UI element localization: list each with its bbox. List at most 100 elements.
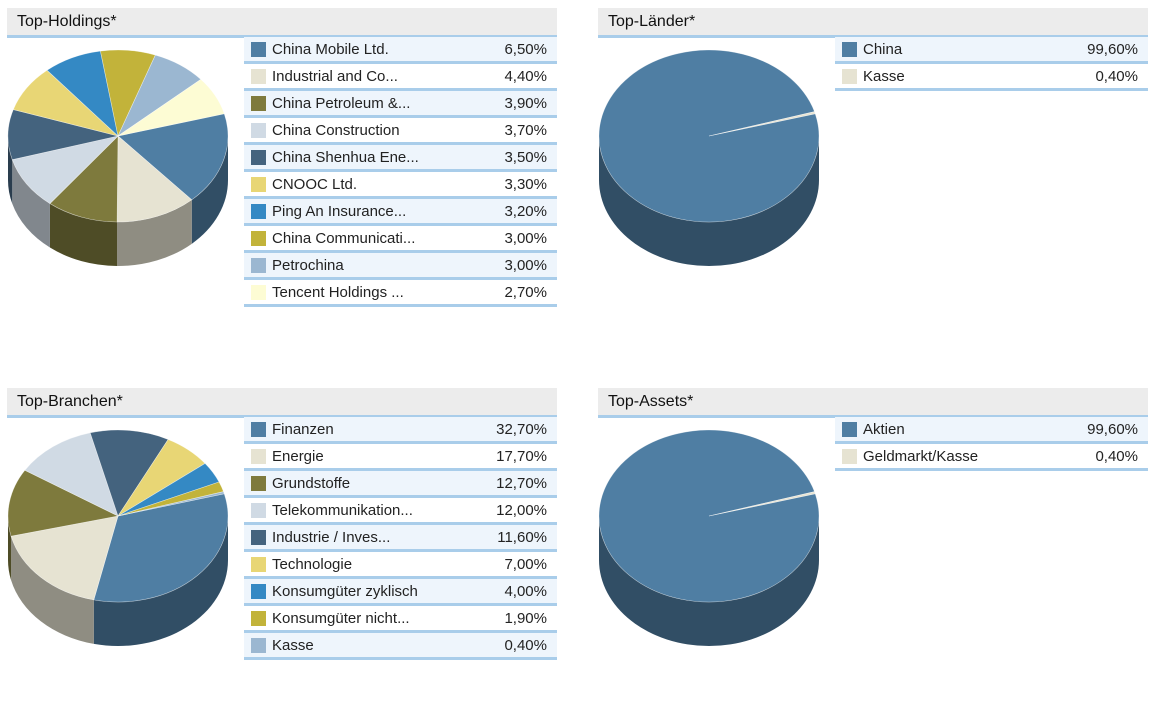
pie-slice-kasse [117, 491, 225, 517]
legend-label: Konsumgüter nicht... [272, 610, 410, 627]
legend-swatch [251, 584, 266, 599]
legend-item: China Mobile Ltd. 6,50% [244, 37, 557, 64]
legend-value: 6,50% [504, 41, 547, 58]
legend-value: 2,70% [504, 284, 547, 301]
panel-title: Top-Branchen* [7, 388, 557, 418]
legend-swatch [251, 177, 266, 192]
legend-item: China Petroleum &... 3,90% [244, 91, 557, 118]
legend-swatch [251, 150, 266, 165]
legend-label: Tencent Holdings ... [272, 284, 404, 301]
pie-wall-china [599, 136, 819, 266]
pie-slice-telekommunikation [24, 432, 119, 517]
pie-wall-china-construction [12, 159, 50, 248]
legend-value: 3,90% [504, 95, 547, 112]
legend-label: Telekommunikation... [272, 502, 413, 519]
pie-wall-industrial-and-co [117, 199, 192, 266]
legend-item: Kasse 0,40% [835, 64, 1148, 91]
legend-swatch [251, 476, 266, 491]
legend-item: Kasse 0,40% [244, 633, 557, 660]
legend-label: China [863, 41, 903, 58]
legend-swatch [251, 285, 266, 300]
legend-value: 1,90% [504, 610, 547, 627]
legend-item: Finanzen 32,70% [244, 417, 557, 444]
legend-swatch [251, 204, 266, 219]
legend-label: Technologie [272, 556, 353, 573]
legend-swatch [251, 422, 266, 437]
panel-title: Top-Länder* [598, 8, 1148, 38]
pie-slice-industrial-and-co [116, 135, 193, 223]
pie-chart [7, 49, 229, 266]
legend-value: 0,40% [1095, 448, 1138, 465]
legend-value: 3,70% [504, 122, 547, 139]
legend-label: Kasse [272, 637, 314, 654]
pie-wall-china-mobile-ltd [191, 136, 228, 244]
legend-value: 3,00% [504, 257, 547, 274]
legend-item: CNOOC Ltd. 3,30% [244, 172, 557, 199]
legend-swatch [251, 638, 266, 653]
legend-item: Tencent Holdings ... 2,70% [244, 280, 557, 307]
legend-item: Konsumgüter nicht... 1,90% [244, 606, 557, 633]
pie-slice-tencent-holdings [117, 79, 225, 137]
legend-value: 99,60% [1087, 421, 1138, 438]
legend-item: China Construction 3,70% [244, 118, 557, 145]
top-laender-panel: Top-Länder* China 99,60% Kasse 0,40% [598, 8, 1148, 266]
legend-value: 3,20% [504, 203, 547, 220]
legend-item: China 99,60% [835, 37, 1148, 64]
panel-title: Top-Assets* [598, 388, 1148, 418]
legend-label: Geldmarkt/Kasse [863, 448, 979, 465]
legend-label: Aktien [863, 421, 905, 438]
legend-label: China Construction [272, 122, 400, 139]
legend-label: Kasse [863, 68, 905, 85]
legend-swatch [251, 96, 266, 111]
legend: Finanzen 32,70% Energie 17,70% Grundstoffe 12… [244, 417, 557, 660]
legend-item: China Communicati... 3,00% [244, 226, 557, 253]
legend-label: Finanzen [272, 421, 334, 438]
legend-swatch [251, 258, 266, 273]
legend-swatch [251, 449, 266, 464]
legend-label: China Shenhua Ene... [272, 149, 419, 166]
legend-item: Industrie / Inves... 11,60% [244, 525, 557, 552]
legend-swatch [842, 422, 857, 437]
legend-item: Technologie 7,00% [244, 552, 557, 579]
pie-slice-industrie-inves [89, 429, 169, 517]
pie-slice-finanzen [93, 493, 229, 603]
legend-label: Energie [272, 448, 324, 465]
legend-value: 3,30% [504, 176, 547, 193]
pie-slice-aktien [598, 429, 820, 603]
legend-swatch [842, 69, 857, 84]
legend-value: 4,40% [504, 68, 547, 85]
pie-wall-grundstoffe [8, 516, 12, 581]
legend-label: China Petroleum &... [272, 95, 411, 112]
legend-item: Konsumgüter zyklisch 4,00% [244, 579, 557, 606]
legend-label: China Communicati... [272, 230, 416, 247]
top-holdings-panel: Top-Holdings* China Mobile Ltd. 6,50% Indu… [7, 8, 557, 307]
pie-slice-geldmarkt-kasse [708, 491, 816, 517]
legend-item: Aktien 99,60% [835, 417, 1148, 444]
legend-value: 3,50% [504, 149, 547, 166]
legend-label: Konsumgüter zyklisch [272, 583, 418, 600]
pie-slice-china [598, 49, 820, 223]
legend-label: Ping An Insurance... [272, 203, 407, 220]
pie-wall-china-petroleum [49, 203, 118, 266]
pie-wall-finanzen [93, 516, 228, 646]
pie-slice-kasse [708, 111, 816, 137]
legend-label: Petrochina [272, 257, 344, 274]
legend-label: Grundstoffe [272, 475, 351, 492]
panel-title: Top-Holdings* [7, 8, 557, 38]
pie-wall-energie [11, 536, 94, 644]
pie-chart [598, 429, 820, 646]
legend-swatch [251, 123, 266, 138]
legend: Aktien 99,60% Geldmarkt/Kasse 0,40% [835, 417, 1148, 471]
legend-label: Industrial and Co... [272, 68, 398, 85]
pie-chart [598, 49, 820, 266]
pie-slice-china-petroleum [49, 135, 119, 223]
legend: China Mobile Ltd. 6,50% Industrial and Co.… [244, 37, 557, 307]
legend-value: 3,00% [504, 230, 547, 247]
legend-item: Ping An Insurance... 3,20% [244, 199, 557, 226]
legend-swatch [251, 530, 266, 545]
legend-swatch [251, 69, 266, 84]
legend-item: Energie 17,70% [244, 444, 557, 471]
legend-label: Industrie / Inves... [272, 529, 391, 546]
legend-item: China Shenhua Ene... 3,50% [244, 145, 557, 172]
pie-slice-china-mobile-ltd [117, 113, 229, 201]
